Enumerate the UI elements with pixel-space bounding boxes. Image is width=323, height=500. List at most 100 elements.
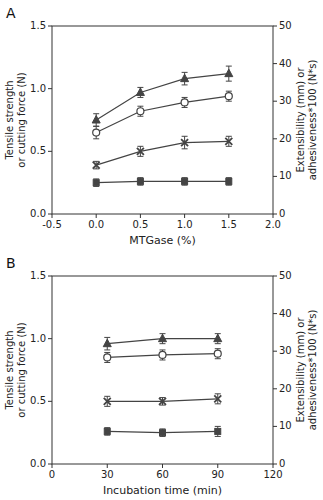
error-bar (160, 350, 166, 360)
marker (225, 138, 232, 145)
y2-tick-label: 40 (279, 58, 292, 69)
x-axis-label: MTGase (%) (129, 234, 196, 247)
x-tick-label: 0.5 (132, 219, 148, 230)
x-tick (162, 464, 163, 468)
marker (215, 428, 221, 434)
data-area (92, 66, 233, 186)
x-tick (107, 464, 108, 468)
marker (214, 334, 222, 342)
label-line: adhesiveness*100 (N*s) (307, 60, 318, 181)
marker (137, 108, 144, 115)
plot-frame (52, 26, 273, 214)
error-bar (104, 428, 110, 436)
y2-axis-label: Extensibility (mm) oradhesiveness*100 (N… (295, 60, 318, 181)
error-bar (137, 178, 143, 186)
error-bar (93, 114, 99, 127)
marker (136, 88, 144, 96)
y-tick-label: 0.5 (30, 145, 46, 156)
error-bar (93, 161, 99, 169)
error-bar (226, 136, 232, 146)
y-tick-label: 1.5 (30, 20, 46, 31)
series (93, 178, 232, 187)
marker (159, 351, 166, 358)
label-line: adhesiveness*100 (N*s) (307, 310, 318, 431)
error-bar (182, 97, 188, 107)
y2-tick-label: 0 (279, 208, 285, 219)
error-bar (182, 178, 188, 186)
marker (181, 74, 189, 82)
y2-tick-label: 20 (279, 133, 292, 144)
x-axis-label: Incubation time (min) (103, 484, 222, 497)
error-bar (104, 396, 110, 406)
y-tick (48, 338, 52, 339)
error-bar (226, 91, 232, 101)
x-tick (273, 214, 274, 218)
x-tick (228, 214, 229, 218)
error-bar (160, 334, 166, 344)
y2-tick-label: 30 (279, 95, 292, 106)
marker (225, 93, 232, 100)
y-tick-label: 0.0 (30, 458, 46, 469)
y2-tick-label: 30 (279, 345, 292, 356)
label-line: or cutting force (N) (16, 322, 27, 417)
y2-tick (273, 426, 277, 427)
series (104, 426, 221, 436)
error-bar (137, 146, 143, 156)
x-tick (140, 214, 141, 218)
x-tick-label: 0.0 (88, 219, 104, 230)
y2-tick-label: 40 (279, 308, 292, 319)
label-line: or cutting force (N) (16, 72, 27, 167)
background (0, 0, 323, 500)
marker (92, 116, 100, 124)
x-tick-label: 0 (49, 469, 55, 480)
error-bar (215, 334, 221, 344)
plot-frame (52, 276, 273, 464)
y-tick (48, 401, 52, 402)
marker (93, 162, 100, 169)
x-tick (52, 464, 53, 468)
error-bar (182, 136, 188, 149)
x-tick (217, 464, 218, 468)
label-line: Tensile strength (4, 330, 15, 410)
y2-tick (273, 351, 277, 352)
y2-tick (273, 214, 277, 215)
y2-axis-label: Extensibility (mm) oradhesiveness*100 (N… (295, 310, 318, 431)
x-tick-label: 1.5 (221, 219, 237, 230)
y-tick-label: 1.5 (30, 270, 46, 281)
marker (103, 339, 111, 347)
series (104, 394, 222, 407)
x-tick-label: 30 (101, 469, 114, 480)
x-tick (184, 214, 185, 218)
error-bar (93, 179, 99, 187)
series (93, 91, 233, 139)
series-line (96, 74, 229, 120)
label-line: Extensibility (mm) or (295, 67, 306, 173)
error-bar (160, 398, 166, 406)
y-tick (48, 88, 52, 89)
marker (182, 178, 188, 184)
series-line (96, 96, 229, 132)
x-tick-label: 2.0 (265, 219, 281, 230)
error-bar (226, 178, 232, 186)
marker (160, 430, 166, 436)
x-tick-label: 60 (156, 469, 169, 480)
y2-tick-label: 10 (279, 420, 292, 431)
y2-tick (273, 176, 277, 177)
y-tick (48, 464, 52, 465)
y2-tick (273, 63, 277, 64)
y-tick (48, 214, 52, 215)
error-bar (182, 72, 188, 85)
series (103, 334, 222, 350)
y2-tick (273, 276, 277, 277)
series (92, 66, 233, 126)
series (93, 136, 233, 169)
figure: -0.50.00.51.01.52.00.00.51.01.5010203040… (0, 0, 323, 500)
marker (93, 180, 99, 186)
y2-tick (273, 138, 277, 139)
marker (137, 148, 144, 155)
series (104, 349, 222, 363)
panel: -0.50.00.51.01.52.00.00.51.01.5010203040… (4, 5, 318, 247)
y2-tick-label: 50 (279, 20, 292, 31)
series-line (96, 181, 229, 182)
error-bar (104, 337, 110, 350)
